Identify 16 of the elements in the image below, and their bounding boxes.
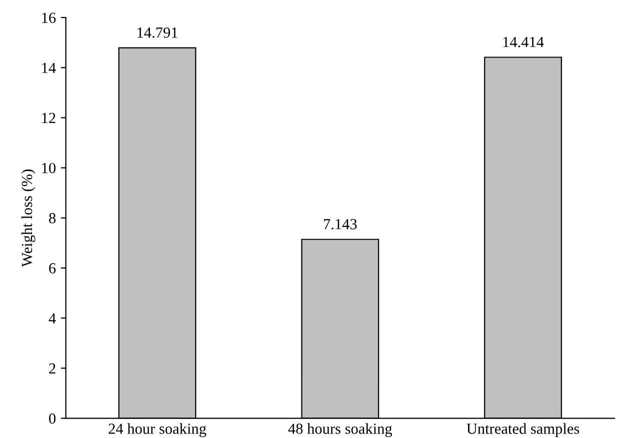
x-tick-label: 24 hour soaking bbox=[108, 423, 206, 438]
y-tick-label: 12 bbox=[42, 112, 56, 124]
y-tick-label: 0 bbox=[49, 413, 56, 424]
y-tick-label: 10 bbox=[42, 162, 56, 174]
x-tick-label: Untreated samples bbox=[466, 423, 580, 438]
data-label: 7.143 bbox=[324, 219, 357, 230]
y-tick-label: 6 bbox=[49, 263, 56, 274]
y-tick-label: 4 bbox=[48, 313, 56, 324]
y-axis-title: Weight loss (%) bbox=[21, 170, 36, 267]
y-tick-label: 2 bbox=[49, 363, 56, 374]
y-tick-label: 14 bbox=[42, 62, 56, 73]
data-label: 14.791 bbox=[138, 27, 178, 38]
y-tick-label: 16 bbox=[42, 12, 56, 23]
data-label: 14.414 bbox=[503, 36, 544, 48]
x-tick-label: 48 hours soaking bbox=[288, 423, 392, 438]
y-tick-label: 8 bbox=[49, 213, 56, 224]
